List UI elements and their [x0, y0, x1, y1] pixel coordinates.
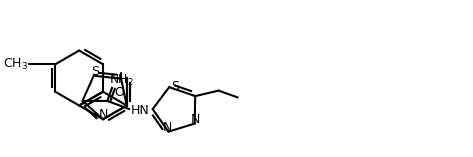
Text: N: N	[98, 108, 108, 121]
Text: S: S	[91, 65, 99, 78]
Text: NH$_2$: NH$_2$	[109, 73, 133, 88]
Text: N: N	[163, 121, 172, 134]
Text: N: N	[191, 113, 201, 126]
Text: O: O	[114, 86, 124, 99]
Text: CH$_3$: CH$_3$	[3, 57, 28, 72]
Text: HN: HN	[130, 104, 149, 117]
Text: S: S	[171, 80, 179, 93]
